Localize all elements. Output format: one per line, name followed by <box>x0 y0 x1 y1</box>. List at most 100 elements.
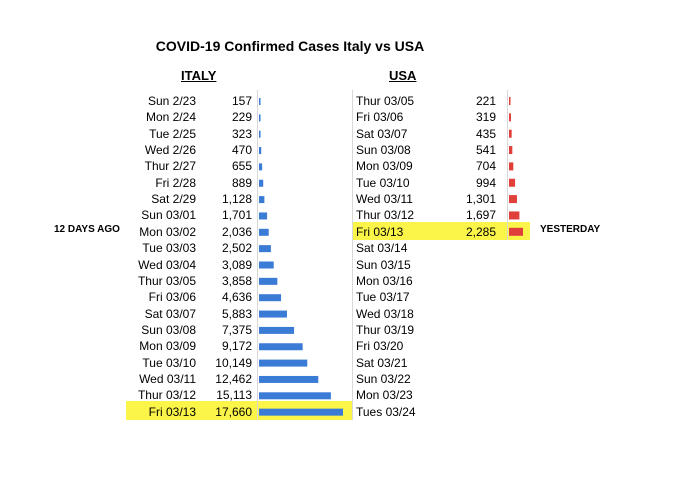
italy-date-label: Fri 03/13 <box>148 404 196 419</box>
usa-bar <box>509 178 516 187</box>
usa-bar <box>509 129 512 138</box>
italy-date-label: Mon 03/02 <box>139 224 196 239</box>
italy-value-label: 157 <box>231 94 252 108</box>
italy-axis-line <box>257 90 258 420</box>
italy-date-label: Mon 2/24 <box>145 110 196 125</box>
italy-bar <box>259 228 269 236</box>
italy-date-label: Sun 03/01 <box>141 208 196 223</box>
usa-value-label: 541 <box>475 143 496 158</box>
usa-date-label: Mon 03/23 <box>356 388 413 403</box>
italy-date-label: Fri 03/06 <box>148 290 196 305</box>
italy-bar <box>259 277 278 285</box>
italy-bar <box>259 310 287 318</box>
italy-bar <box>259 147 262 155</box>
usa-date-label: Thur 03/05 <box>356 94 415 108</box>
usa-bar <box>509 97 511 105</box>
italy-value-label: 10,149 <box>215 355 252 370</box>
usa-date-label: Wed 03/18 <box>356 306 414 321</box>
italy-date-label: Tue 2/25 <box>149 126 196 141</box>
usa-value-label: 221 <box>475 94 496 108</box>
usa-axis-line <box>507 90 508 240</box>
italy-bar <box>259 245 271 253</box>
italy-value-label: 7,375 <box>221 322 252 337</box>
italy-date-label: Mon 03/09 <box>139 339 196 354</box>
italy-date-label: Tue 03/03 <box>142 241 196 256</box>
usa-bar <box>509 227 523 236</box>
usa-date-label: Sat 03/21 <box>356 355 408 370</box>
italy-bar <box>259 98 261 105</box>
italy-value-label: 323 <box>231 126 252 141</box>
usa-date-label: Fri 03/20 <box>356 339 404 354</box>
usa-value-label: 994 <box>475 175 496 190</box>
italy-value-label: 470 <box>231 143 252 158</box>
italy-date-label: Sat 2/29 <box>151 192 196 207</box>
italy-value-label: 889 <box>231 175 252 190</box>
italy-date-label: Sun 03/08 <box>141 322 196 337</box>
chart-title: COVID-19 Confirmed Cases Italy vs USA <box>155 38 425 54</box>
italy-bar <box>259 375 319 383</box>
italy-value-label: 3,858 <box>221 273 252 288</box>
italy-bar <box>259 392 331 400</box>
italy-value-label: 3,089 <box>221 257 252 272</box>
italy-bar <box>259 179 264 187</box>
usa-bar <box>509 195 517 204</box>
italy-header: ITALY <box>181 68 217 83</box>
italy-bar <box>259 114 261 122</box>
italy-bar <box>259 326 295 334</box>
usa-date-label: Mon 03/16 <box>356 273 413 288</box>
italy-date-label: Thur 03/05 <box>137 273 196 288</box>
usa-date-label: Wed 03/11 <box>356 192 413 207</box>
italy-value-label: 229 <box>231 110 252 125</box>
italy-value-label: 1,128 <box>221 192 252 207</box>
italy-bar <box>259 294 282 302</box>
italy-date-label: Fri 2/28 <box>155 175 196 190</box>
italy-bar <box>259 212 268 220</box>
italy-date-label: Sun 2/23 <box>147 94 196 108</box>
usa-value-label: 1,301 <box>465 192 496 207</box>
italy-bar <box>259 130 261 138</box>
italy-date-label: Sat 03/07 <box>144 306 196 321</box>
usa-header: USA <box>389 68 417 83</box>
usa-date-label: Sat 03/14 <box>356 241 408 256</box>
usa-bar <box>509 113 511 122</box>
italy-value-label: 655 <box>231 159 252 174</box>
usa-date-label: Thur 03/12 <box>356 208 415 223</box>
usa-date-label: Thur 03/19 <box>356 322 415 337</box>
italy-bar <box>259 343 303 351</box>
usa-date-label: Tue 03/17 <box>356 290 410 305</box>
usa-value-label: 704 <box>475 159 496 174</box>
italy-bar <box>259 261 274 269</box>
italy-date-label: Tue 03/10 <box>142 355 196 370</box>
italy-date-label: Wed 03/04 <box>138 257 196 272</box>
left-note: 12 DAYS AGO <box>54 224 120 235</box>
usa-value-label: 2,285 <box>465 224 496 239</box>
usa-date-label: Tue 03/10 <box>356 175 410 190</box>
italy-value-label: 12,462 <box>215 371 252 386</box>
italy-value-label: 5,883 <box>221 306 252 321</box>
right-note: YESTERDAY <box>540 224 601 235</box>
italy-date-label: Wed 2/26 <box>144 143 196 158</box>
usa-date-label: Sun 03/15 <box>356 257 411 272</box>
usa-bar <box>509 211 520 220</box>
usa-date-label: Sun 03/22 <box>356 371 411 386</box>
italy-date-label: Thur 03/12 <box>137 388 196 403</box>
italy-date-label: Thur 2/27 <box>144 159 196 174</box>
usa-bar <box>509 162 514 171</box>
italy-value-label: 2,036 <box>221 224 252 239</box>
usa-date-label: Tues 03/24 <box>356 404 416 419</box>
italy-value-label: 4,636 <box>221 290 252 305</box>
usa-value-label: 435 <box>475 126 496 141</box>
italy-value-label: 15,113 <box>216 388 252 403</box>
divider-line <box>352 90 353 420</box>
italy-bar <box>259 408 343 416</box>
usa-date-label: Mon 03/09 <box>356 159 413 174</box>
usa-date-label: Sat 03/07 <box>356 126 408 141</box>
italy-date-label: Wed 03/11 <box>139 371 196 386</box>
usa-date-label: Fri 03/13 <box>356 224 404 239</box>
italy-value-label: 9,172 <box>221 339 252 354</box>
italy-bar <box>259 196 265 204</box>
usa-value-label: 319 <box>475 110 496 125</box>
italy-bar <box>259 359 308 367</box>
usa-bar <box>509 146 513 155</box>
italy-value-label: 1,701 <box>221 208 252 223</box>
